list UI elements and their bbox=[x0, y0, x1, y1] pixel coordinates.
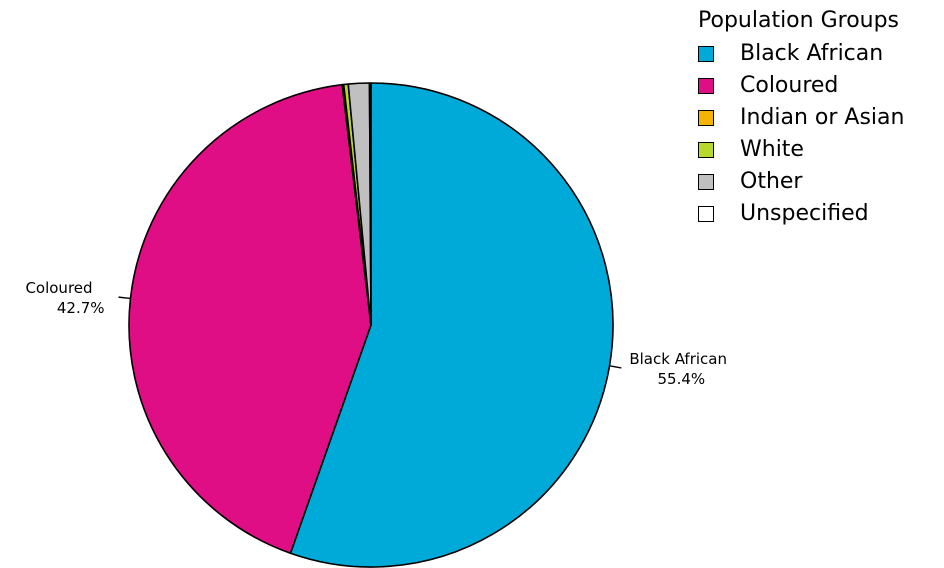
legend-label-white: White bbox=[740, 137, 804, 162]
legend-swatch-other bbox=[698, 174, 714, 190]
legend-label-unspecified: Unspecified bbox=[740, 201, 869, 226]
slice-value-black-african: 55.4% bbox=[658, 370, 706, 388]
slice-unspecified bbox=[368, 82, 372, 326]
legend-item-coloured: Coloured bbox=[698, 70, 904, 102]
legend-swatch-white bbox=[698, 142, 714, 158]
legend-swatch-indian-or-asian bbox=[698, 110, 714, 126]
legend-swatch-black-african bbox=[698, 46, 714, 62]
legend-item-white: White bbox=[698, 134, 904, 166]
legend-title: Population Groups bbox=[698, 8, 900, 33]
slice-label-coloured: Coloured bbox=[25, 279, 92, 297]
slice-label-black-african: Black African bbox=[629, 350, 727, 368]
legend-label-other: Other bbox=[740, 169, 803, 194]
legend-items: Black African Coloured Indian or Asian Whit… bbox=[698, 38, 904, 230]
legend: Population Groups Black African Coloured I… bbox=[698, 6, 904, 230]
legend-item-unspecified: Unspecified bbox=[698, 198, 904, 230]
legend-item-black-african: Black African bbox=[698, 38, 904, 70]
legend-item-other: Other bbox=[698, 166, 904, 198]
leader-line-black-african bbox=[609, 365, 622, 369]
leader-line-coloured bbox=[118, 296, 131, 300]
legend-label-indian-or-asian: Indian or Asian bbox=[740, 105, 905, 130]
legend-label-black-african: Black African bbox=[740, 41, 884, 66]
legend-swatch-coloured bbox=[698, 78, 714, 94]
legend-item-indian-or-asian: Indian or Asian bbox=[698, 102, 904, 134]
legend-label-coloured: Coloured bbox=[740, 73, 839, 98]
legend-swatch-unspecified bbox=[698, 206, 714, 222]
slice-coloured bbox=[128, 83, 372, 555]
slice-value-coloured: 42.7% bbox=[57, 299, 105, 317]
slice-labels: Black African 55.4% Coloured 42.7% bbox=[25, 279, 727, 388]
pie-slices bbox=[128, 82, 614, 568]
